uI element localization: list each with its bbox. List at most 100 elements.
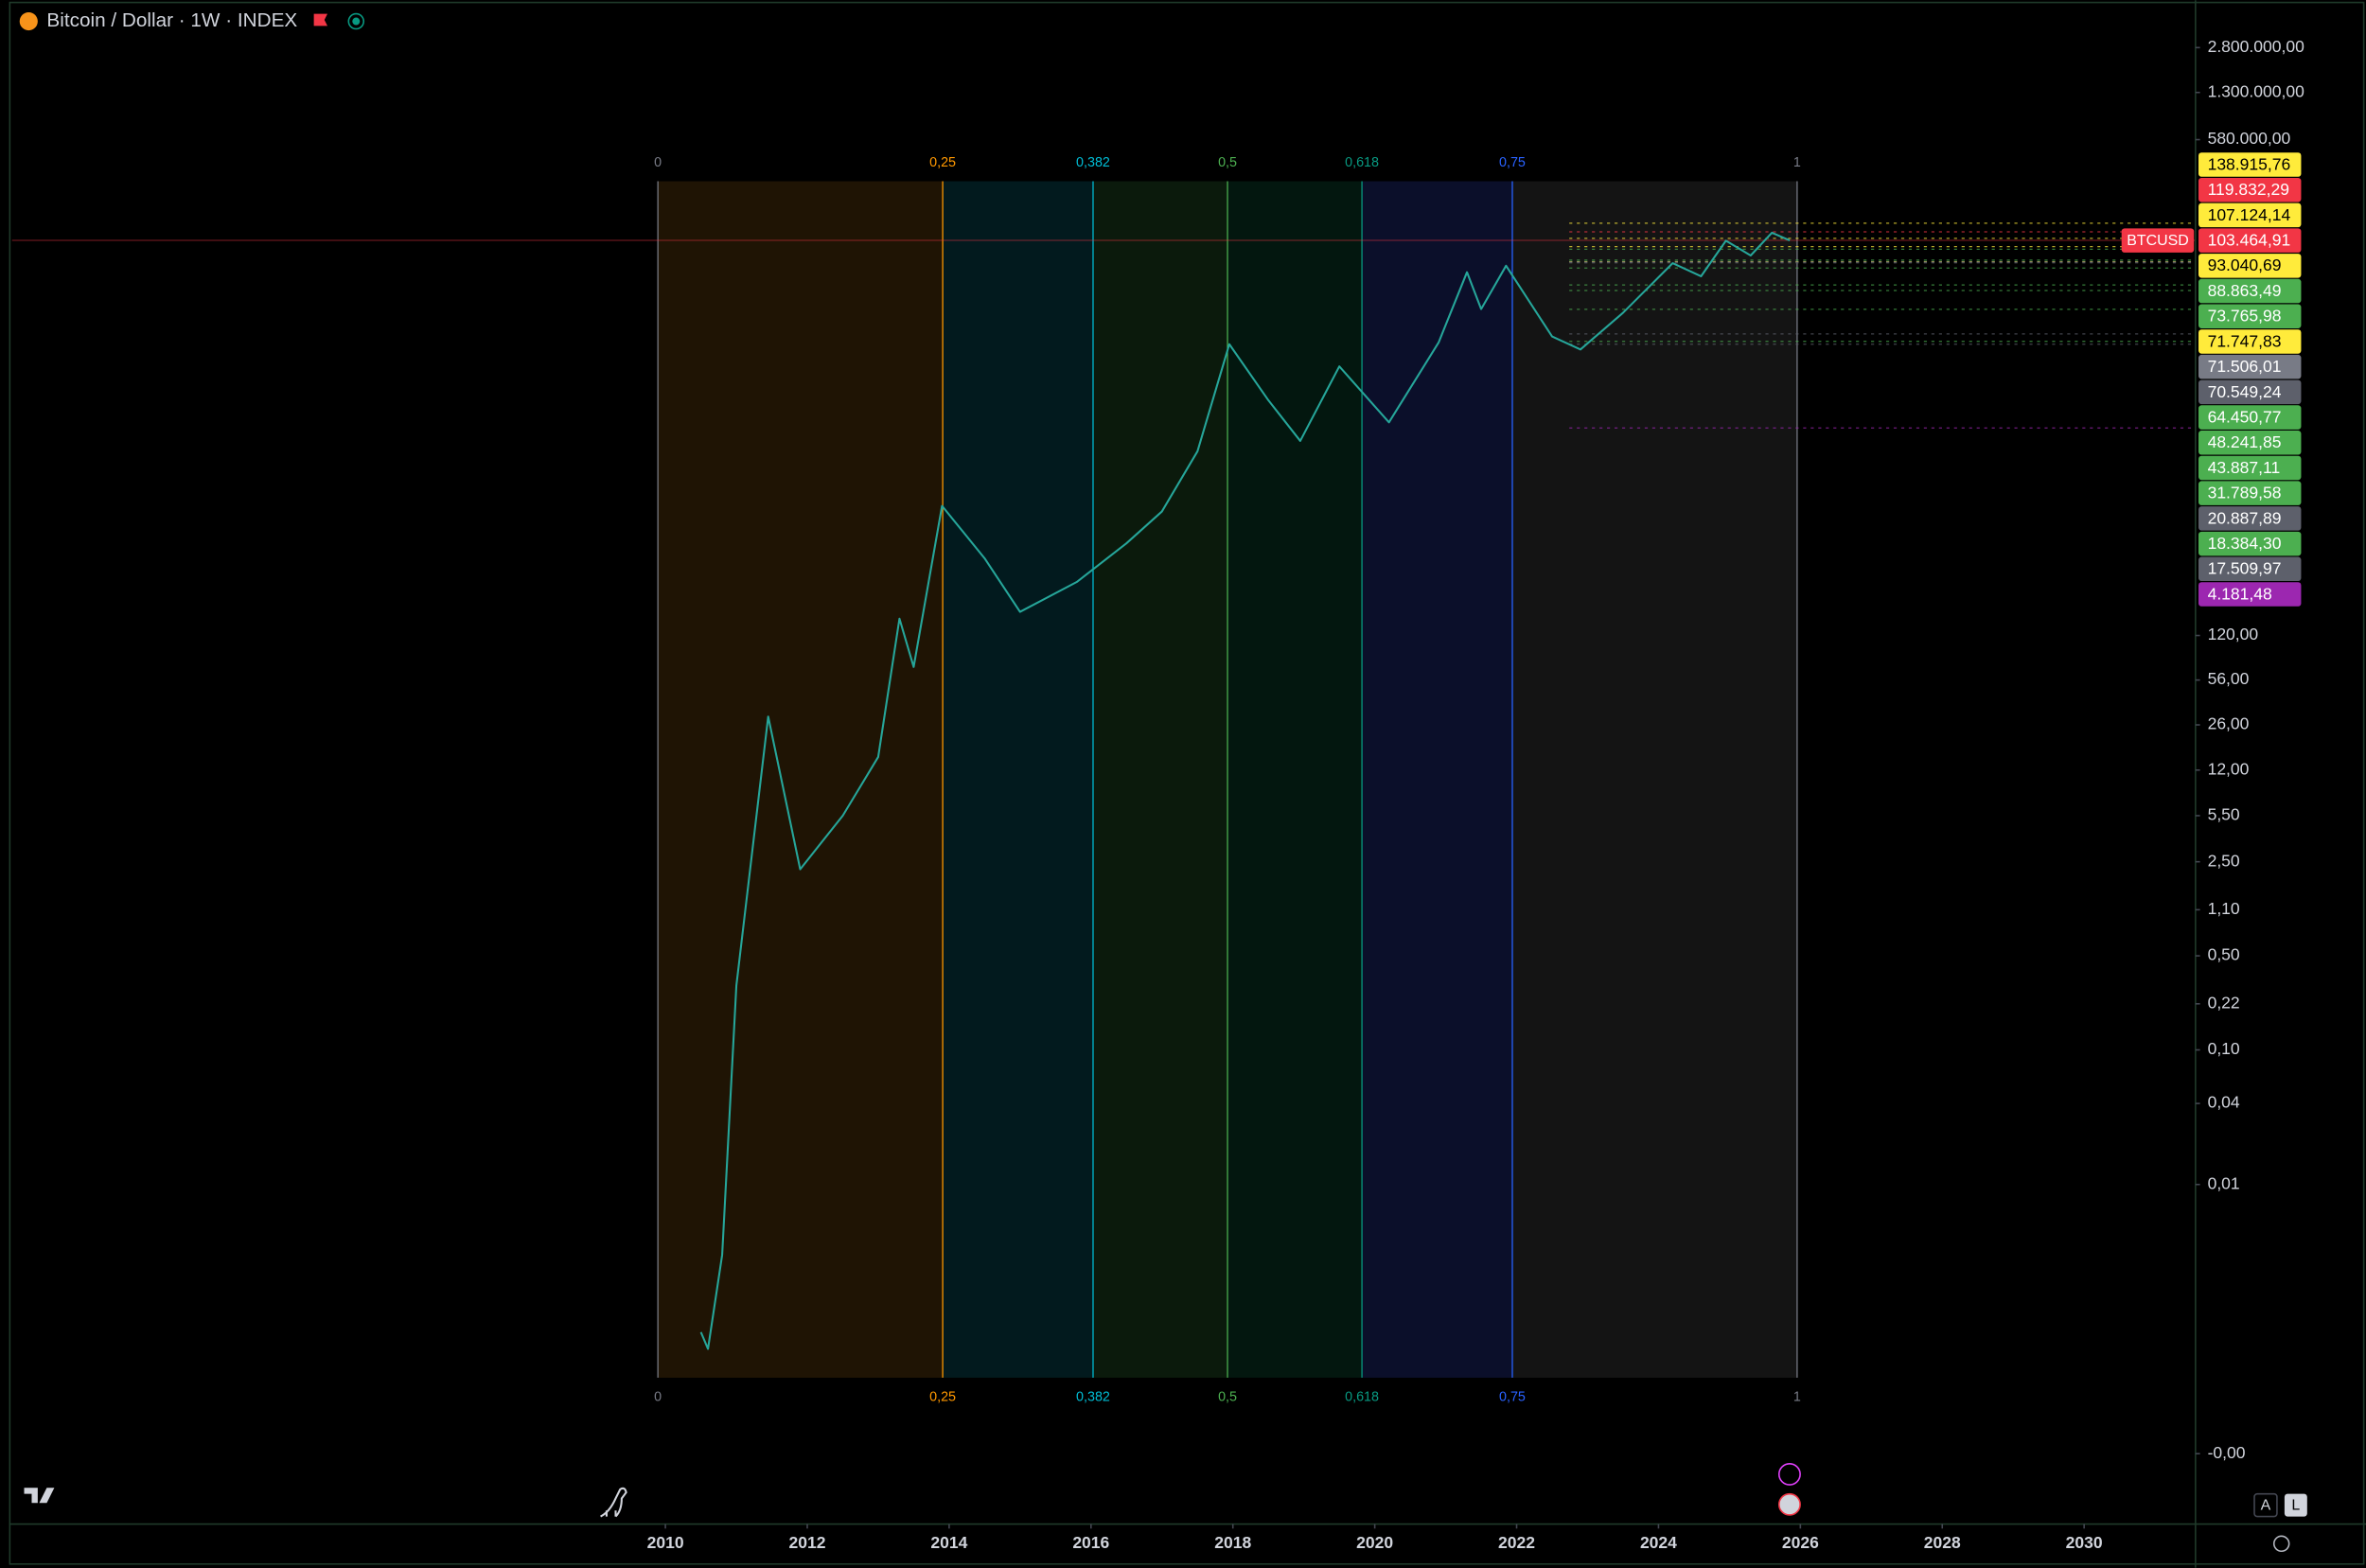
y-tick-label: -0,00 [2208,1443,2246,1462]
fib-level-label: 0,75 [1499,155,1526,170]
price-tag [2198,177,2302,203]
tv-logo[interactable] [24,1488,55,1504]
flag-icon[interactable] [313,13,327,26]
symbol-tag [2121,228,2195,253]
fib-level-label: 0 [654,155,662,170]
price-tag-label: 17.509,97 [2208,559,2282,578]
y-tick-label: 0,04 [2208,1093,2240,1112]
x-tick-label: 2014 [930,1533,967,1552]
fib-level-label: 0,5 [1218,1389,1237,1404]
status-icon [347,12,365,30]
price-tag [2198,228,2302,253]
x-tick-label: 2018 [1214,1533,1251,1552]
y-tick-label: 580.000,00 [2208,129,2291,148]
price-tag-label: 103.464,91 [2208,231,2291,250]
price-tag [2198,481,2302,505]
fib-level-label: 0,5 [1218,155,1237,170]
price-tag [2198,405,2302,430]
x-tick-label: 2026 [1782,1533,1819,1552]
x-tick-label: 2028 [1924,1533,1961,1552]
x-tick-label: 2012 [789,1533,826,1552]
price-tag [2198,506,2302,531]
fib-zone-fill [1362,181,1512,1378]
frame [9,1,2365,1565]
y-tick-label: 2.800.000,00 [2208,37,2305,56]
price-tag-label: 73.765,98 [2208,307,2282,326]
price-tag-label: 71.747,83 [2208,331,2282,350]
event-icon[interactable] [1777,1462,1801,1486]
price-tag-label: 71.506,01 [2208,357,2282,376]
log-button[interactable] [2284,1493,2307,1517]
fib-level-label: 0,382 [1076,1389,1110,1404]
symbol-tag-label: BTCUSD [2127,233,2189,249]
fib-zone-fill [658,181,944,1378]
y-tick-label: 12,00 [2208,759,2250,778]
x-tick-label: 2022 [1498,1533,1535,1552]
price-tag-label: 48.241,85 [2208,432,2282,451]
y-tick-label: 0,22 [2208,993,2240,1012]
price-tag [2198,304,2302,328]
price-tag [2198,556,2302,582]
y-tick-label: 1,10 [2208,899,2240,918]
y-tick-label: 2,50 [2208,851,2240,870]
price-tag [2198,278,2302,304]
symbol-title[interactable]: Bitcoin / Dollar · 1W · INDEX [46,9,297,31]
x-tick-label: 2024 [1640,1533,1677,1552]
price-tag [2198,379,2302,405]
symbol-icon[interactable] [19,11,38,31]
fib-zone-fill [1227,181,1363,1378]
price-tag-label: 4.181,48 [2208,584,2272,603]
x-tick-label: 2020 [1356,1533,1393,1552]
dino-icon[interactable] [600,1487,627,1518]
fib-zone-fill [1092,181,1228,1378]
fib-level-label: 0,382 [1076,155,1110,170]
plot-area: 0 0 0,25 0,25 0,382 0,382 0,5 0,5 0,618 0,618 0,75… [11,155,2196,1404]
price-tag-label: 119.832,29 [2208,180,2289,199]
y-tick-label: 5,50 [2208,805,2240,824]
fib-level-label: 0,618 [1345,1389,1379,1404]
fib-level-label: 0,75 [1499,1389,1526,1404]
fib-level-label: 0 [654,1389,662,1404]
price-tag [2198,254,2302,278]
price-tag-label: 43.887,11 [2208,458,2281,477]
fib-level-label: 0,618 [1345,155,1379,170]
price-tag-label: 20.887,89 [2208,508,2282,527]
y-tick-label: 0,50 [2208,945,2240,964]
price-series [699,231,1791,1350]
y-tick-label: 56,00 [2208,669,2250,688]
price-tag-label: 18.384,30 [2208,534,2282,553]
y-tick-label: 120,00 [2208,625,2259,643]
price-tag-label: 31.789,58 [2208,484,2282,502]
price-tag-label: 88.863,49 [2208,281,2282,300]
fib-zone-fill [943,181,1093,1378]
price-tag [2198,203,2302,228]
fib-level-label: 0,25 [929,155,956,170]
status-dot [352,17,361,26]
price-tag [2198,329,2302,354]
price-tag-label: 93.040,69 [2208,255,2282,274]
y-tick-label: 26,00 [2208,714,2250,733]
price-tag [2198,431,2302,455]
auto-label[interactable]: A [2261,1498,2271,1514]
price-tag [2198,455,2302,481]
x-tick-label: 2030 [2066,1533,2103,1552]
fib-level-label: 1 [1793,155,1801,170]
price-tag-label: 107.124,14 [2208,205,2291,224]
price-tag [2198,582,2302,607]
flag-event-icon[interactable] [1777,1492,1801,1516]
fib-level-label: 1 [1793,1389,1801,1404]
auto-button[interactable] [2253,1492,2278,1518]
x-tick-label: 2010 [647,1533,684,1552]
price-tag-label: 138.915,76 [2208,154,2291,173]
price-tag [2198,354,2302,379]
settings-icon[interactable] [2272,1535,2290,1553]
price-tag [2198,531,2302,556]
price-tag-label: 64.450,77 [2208,407,2282,426]
fib-level-label: 0,25 [929,1389,956,1404]
log-label[interactable]: L [2291,1498,2300,1514]
fib-zone-fill [1511,181,1797,1378]
y-tick-label: 0,01 [2208,1173,2240,1192]
y-tick-label: 0,10 [2208,1039,2240,1058]
